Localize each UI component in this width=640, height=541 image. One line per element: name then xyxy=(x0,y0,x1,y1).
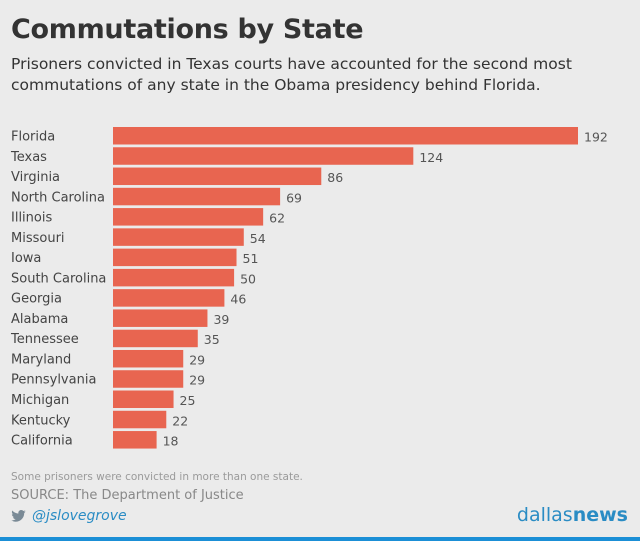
value-label: 69 xyxy=(286,190,302,205)
source-line: SOURCE: The Department of Justice xyxy=(11,488,244,503)
category-label: Missouri xyxy=(11,231,65,246)
bar xyxy=(113,248,237,267)
value-label: 54 xyxy=(250,231,266,246)
bar xyxy=(113,309,208,327)
category-label: Tennessee xyxy=(10,332,79,347)
category-label: Illinois xyxy=(11,211,52,226)
value-label: 35 xyxy=(204,332,220,347)
category-label: Michigan xyxy=(11,393,69,408)
category-label: Kentucky xyxy=(11,413,71,428)
bar xyxy=(113,370,184,388)
value-label: 29 xyxy=(189,373,205,388)
twitter-handle-text: @jslovegrove xyxy=(32,508,127,524)
bar xyxy=(113,431,157,449)
category-label: Alabama xyxy=(11,312,68,327)
category-label: Iowa xyxy=(11,251,41,266)
value-label: 62 xyxy=(269,211,285,226)
bar xyxy=(113,187,281,206)
footnote: Some prisoners were convicted in more th… xyxy=(11,471,303,483)
brand-logo[interactable]: dallasnews xyxy=(517,504,628,526)
value-label: 50 xyxy=(240,271,256,286)
value-label: 192 xyxy=(584,130,608,145)
category-label: North Carolina xyxy=(11,190,105,205)
value-label: 25 xyxy=(180,393,196,408)
bar xyxy=(113,147,414,165)
category-label: Pennsylvania xyxy=(11,373,96,388)
value-label: 22 xyxy=(172,413,188,428)
bar xyxy=(113,410,167,429)
chart-subtitle: Prisoners convicted in Texas courts have… xyxy=(11,55,572,94)
category-label: Texas xyxy=(10,150,47,165)
value-label: 39 xyxy=(213,312,229,327)
bar xyxy=(113,329,198,348)
bottom-rule xyxy=(0,537,640,541)
bar xyxy=(113,289,225,307)
value-label: 51 xyxy=(243,251,259,266)
category-label: Florida xyxy=(11,130,55,145)
bar xyxy=(113,167,322,186)
value-label: 124 xyxy=(419,150,443,165)
bar xyxy=(113,208,264,226)
bar xyxy=(113,228,244,246)
value-label: 86 xyxy=(327,170,343,185)
category-label: Maryland xyxy=(11,352,71,367)
bar xyxy=(113,268,235,287)
bar xyxy=(113,127,578,145)
bar xyxy=(113,349,184,368)
twitter-icon xyxy=(11,510,26,522)
category-label: South Carolina xyxy=(11,271,106,286)
category-label: Georgia xyxy=(11,292,62,307)
category-label: Virginia xyxy=(11,170,60,185)
chart-title: Commutations by State xyxy=(11,14,364,45)
value-label: 46 xyxy=(230,292,246,307)
twitter-handle-link[interactable]: @jslovegrove xyxy=(11,508,127,524)
brand-logo-bold: news xyxy=(572,504,628,526)
category-label: California xyxy=(11,434,73,449)
value-label: 18 xyxy=(163,434,179,449)
bar xyxy=(113,390,174,409)
brand-logo-light: dallas xyxy=(516,504,573,526)
value-label: 29 xyxy=(189,352,205,367)
